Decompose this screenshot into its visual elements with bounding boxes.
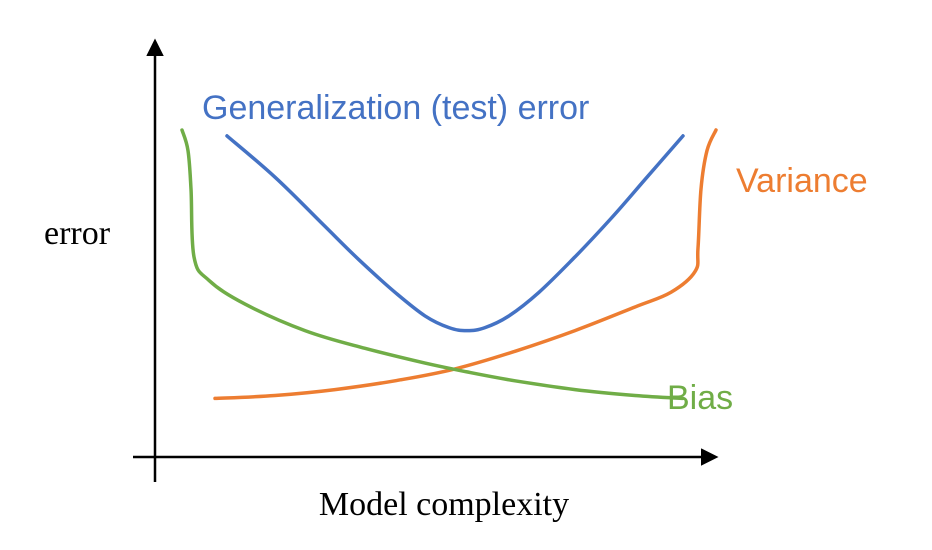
- series-label-bias: Bias: [667, 379, 733, 417]
- series-label-generalization-error: Generalization (test) error: [202, 89, 589, 127]
- x-axis-label: Model complexity: [319, 486, 569, 523]
- y-axis-label: error: [44, 215, 111, 252]
- variance-curve: [213, 128, 718, 401]
- bias-curve: [180, 128, 685, 401]
- generalization-error-curve: [225, 134, 685, 333]
- curves-group: [180, 128, 718, 401]
- series-label-variance: Variance: [736, 162, 868, 200]
